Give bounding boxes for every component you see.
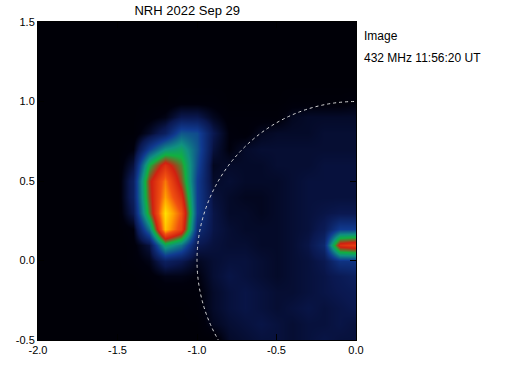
- svg-text:-2.0: -2.0: [29, 344, 48, 356]
- svg-text:Image: Image: [364, 29, 398, 43]
- svg-text:432 MHz 11:56:20 UT: 432 MHz 11:56:20 UT: [364, 51, 481, 65]
- svg-text:0.5: 0.5: [20, 175, 35, 187]
- svg-text:0.0: 0.0: [20, 254, 35, 266]
- svg-text:-1.5: -1.5: [108, 344, 127, 356]
- svg-text:1.0: 1.0: [20, 95, 35, 107]
- svg-text:-0.5: -0.5: [16, 334, 35, 346]
- svg-text:NRH 2022 Sep 29: NRH 2022 Sep 29: [134, 3, 240, 18]
- svg-text:-0.5: -0.5: [267, 344, 286, 356]
- svg-text:-1.0: -1.0: [188, 344, 207, 356]
- svg-text:1.5: 1.5: [20, 16, 35, 28]
- svg-text:0.0: 0.0: [348, 344, 363, 356]
